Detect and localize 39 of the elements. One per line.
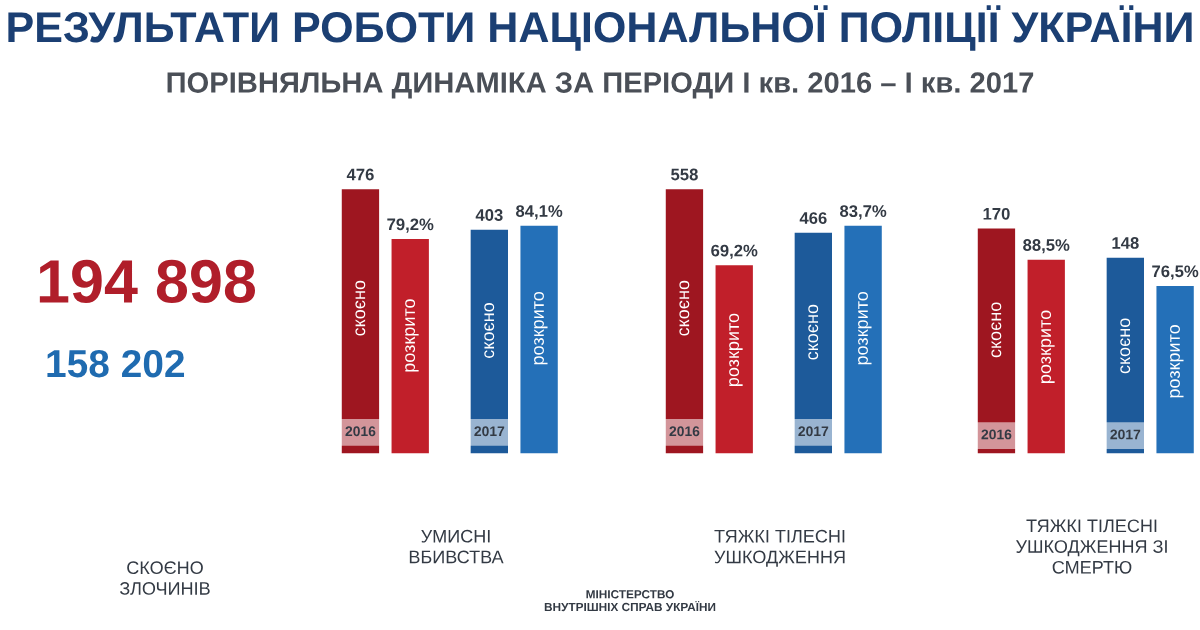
x-tick-label: 2017	[1110, 429, 1141, 440]
series-label: розкрито	[1041, 310, 1055, 383]
series-label: розкрито	[729, 313, 743, 387]
data-label: 558	[671, 168, 698, 181]
text: МІНІСТЕРСТВО ВНУТРІШНІХ СПРАВ УКРАЇНИ	[544, 590, 716, 612]
data-label: 170	[983, 207, 1010, 220]
text: скоєно	[808, 304, 819, 360]
data-label: 476	[346, 168, 374, 181]
text: скоєно	[991, 302, 1002, 358]
data-label: 88,5%	[1023, 239, 1070, 254]
text: розкрито	[1170, 325, 1184, 398]
data-label: 84,1%	[516, 205, 563, 220]
series-label: розкрито	[405, 299, 419, 372]
text: РЕЗУЛЬТАТИ РОБОТИ НАЦІОНАЛЬНОЇ ПОЛІЦІЇ УКРАЇНИ	[8, 5, 1192, 51]
x-tick-label: 2016	[345, 426, 376, 437]
data-label: 466	[799, 212, 827, 224]
text: УМИСНІ ВБИВСТВА	[409, 529, 504, 564]
series-label: скоєно	[679, 280, 690, 336]
text: 158 202	[47, 349, 185, 378]
x-tick-label: 2017	[474, 426, 505, 437]
text: СКОЄНО ЗЛОЧИНІВ	[119, 561, 210, 595]
series-label: скоєно	[1120, 318, 1131, 374]
text: ТЯЖКІ ТІЛЕСНІ УШКОДЖЕННЯ	[714, 529, 845, 567]
data-label: 83,7%	[840, 205, 887, 220]
text: ПОРІВНЯЛЬНА ДИНАМІКА ЗА ПЕРІОДИ I кв. 2016 – I кв. 2017	[167, 72, 1034, 99]
data-label: 76,5%	[1152, 265, 1199, 280]
data-label: 403	[475, 209, 503, 221]
data-label: 79,2%	[387, 218, 434, 233]
text: ТЯЖКІ ТІЛЕСНІ УШКОДЖЕННЯ ЗІ СМЕРТЮ	[1016, 519, 1167, 574]
text: скоєно	[484, 303, 495, 358]
series-label: скоєно	[355, 280, 366, 336]
x-tick-label: 2016	[669, 426, 700, 437]
x-tick-label: 2017	[798, 426, 829, 437]
text: 194 898	[39, 259, 256, 304]
text: розкрито	[534, 291, 548, 365]
text: розкрито	[858, 291, 872, 365]
data-label: 148	[1112, 237, 1139, 249]
x-tick-label: 2016	[981, 429, 1012, 440]
data-label: 69,2%	[711, 244, 758, 259]
